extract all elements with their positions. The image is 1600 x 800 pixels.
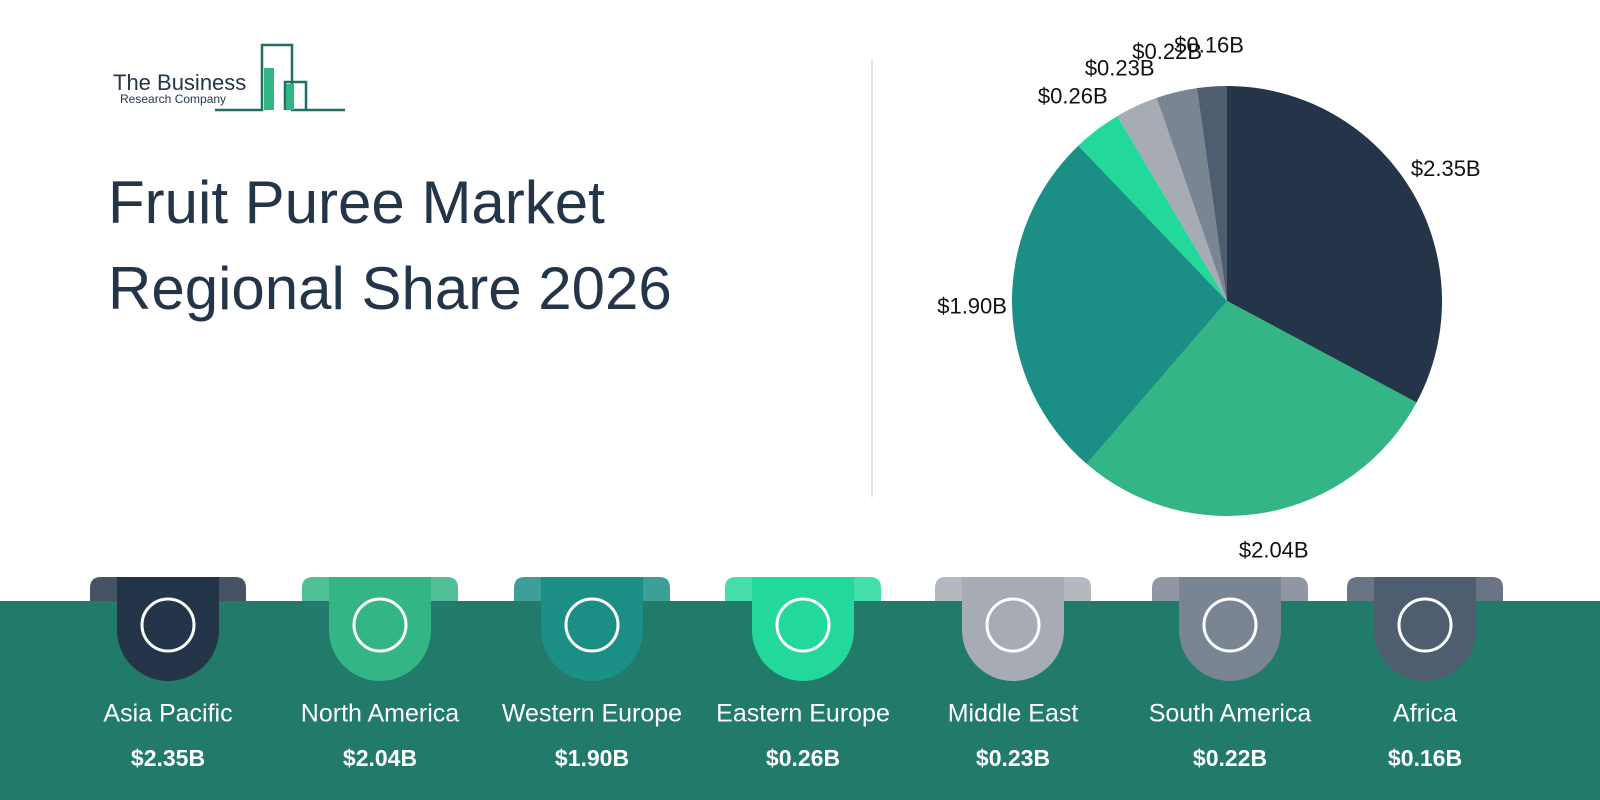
pie-slice <box>1086 301 1417 517</box>
region-icon <box>352 597 408 653</box>
region-name: North America <box>301 700 459 728</box>
pie-slice <box>1227 86 1442 403</box>
card-shield <box>1374 577 1476 681</box>
slice-label: $0.23B <box>1085 55 1155 80</box>
card-shield <box>541 577 643 681</box>
slice-label: $2.04B <box>1239 537 1309 562</box>
card-shield <box>752 577 854 681</box>
region-icon <box>140 597 196 653</box>
logo-building <box>215 43 345 112</box>
slice-label: $0.16B <box>1174 32 1244 57</box>
pie-slice <box>1156 88 1227 301</box>
region-icon <box>1202 597 1258 653</box>
logo-text: The Business <box>113 70 246 95</box>
pie-slice <box>1117 97 1227 301</box>
region-name: South America <box>1149 700 1312 728</box>
region-name: Western Europe <box>502 700 682 728</box>
logo-subtext: Research Company <box>120 92 226 106</box>
pie-slice <box>1196 86 1227 301</box>
card-shield <box>1179 577 1281 681</box>
slice-label: $2.35B <box>1411 156 1481 181</box>
region-icon <box>985 597 1041 653</box>
logo-bar <box>286 84 294 110</box>
region-name: Asia Pacific <box>103 700 232 728</box>
region-icon <box>564 597 620 653</box>
region-icon <box>775 597 831 653</box>
chart-title: Fruit Puree Market Regional Share 2026 <box>108 169 672 322</box>
slice-label: $1.90B <box>937 294 1007 319</box>
card-shield <box>117 577 219 681</box>
region-name: Eastern Europe <box>716 700 890 728</box>
region-icon <box>1397 597 1453 653</box>
logo <box>215 43 345 112</box>
logo-bar <box>264 68 274 110</box>
slice-label: $0.26B <box>1038 84 1108 109</box>
card-shield <box>329 577 431 681</box>
region-value: $2.04B <box>343 745 417 771</box>
region-value: $0.22B <box>1193 745 1267 771</box>
region-value: $0.26B <box>766 745 840 771</box>
region-value: $2.35B <box>131 745 205 771</box>
pie-slice <box>1011 145 1227 464</box>
region-name: Middle East <box>948 700 1079 728</box>
card-shield <box>962 577 1064 681</box>
region-value: $0.23B <box>976 745 1050 771</box>
pie-slice <box>1078 116 1227 301</box>
region-value: $1.90B <box>555 745 629 771</box>
region-name: Africa <box>1393 700 1457 728</box>
logo-building <box>283 80 308 110</box>
slice-label: $0.22B <box>1132 39 1202 64</box>
region-value: $0.16B <box>1388 745 1462 771</box>
